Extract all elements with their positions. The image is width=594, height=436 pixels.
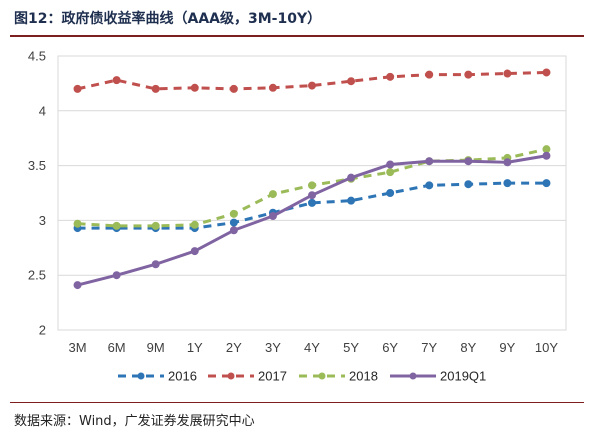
data-point bbox=[464, 180, 473, 189]
legend-marker bbox=[318, 372, 326, 380]
data-point bbox=[151, 260, 160, 269]
top-rule bbox=[10, 35, 584, 37]
legend-item: 2016 bbox=[118, 369, 197, 384]
data-point bbox=[542, 68, 551, 77]
bottom-rule bbox=[10, 402, 584, 403]
data-point bbox=[73, 84, 82, 93]
data-point bbox=[503, 69, 512, 78]
data-point bbox=[503, 158, 512, 167]
data-point bbox=[73, 219, 82, 228]
series-lines bbox=[73, 68, 551, 290]
x-tick-label: 5Y bbox=[343, 340, 359, 355]
x-tick-label: 9M bbox=[147, 340, 165, 355]
data-point bbox=[386, 189, 395, 197]
data-point bbox=[229, 84, 238, 93]
data-point bbox=[308, 181, 316, 190]
x-tick-label: 3M bbox=[69, 340, 87, 355]
y-tick-label: 2.5 bbox=[28, 268, 46, 283]
data-point bbox=[425, 181, 434, 190]
x-tick-label: 10Y bbox=[535, 340, 558, 355]
legend-item: 2019Q1 bbox=[390, 369, 486, 384]
data-point bbox=[542, 151, 551, 160]
data-point bbox=[268, 212, 277, 221]
data-point bbox=[503, 179, 512, 188]
legend-marker bbox=[409, 372, 417, 380]
y-tick-label: 3 bbox=[39, 213, 46, 228]
x-tick-label: 7Y bbox=[421, 340, 437, 355]
data-point bbox=[229, 226, 238, 235]
gridlines bbox=[58, 110, 566, 276]
series-2017 bbox=[73, 68, 551, 93]
data-point bbox=[386, 168, 395, 177]
data-point bbox=[112, 76, 121, 85]
data-point bbox=[229, 209, 238, 218]
data-point bbox=[229, 218, 238, 227]
y-tick-label: 4.5 bbox=[28, 49, 46, 64]
legend-marker bbox=[137, 372, 145, 380]
data-point bbox=[464, 157, 473, 166]
data-point bbox=[347, 77, 356, 86]
data-point bbox=[308, 198, 316, 207]
source-note: 数据来源：Wind，广发证券发展研究中心 bbox=[14, 414, 255, 429]
data-point bbox=[151, 84, 160, 93]
data-point bbox=[268, 83, 277, 92]
series-2019Q1 bbox=[73, 151, 551, 290]
data-point bbox=[190, 83, 199, 92]
legend-item: 2017 bbox=[208, 369, 287, 384]
data-point bbox=[112, 221, 121, 230]
x-tick-label: 6M bbox=[108, 340, 126, 355]
data-point bbox=[542, 145, 551, 154]
legend-label: 2016 bbox=[168, 369, 197, 384]
data-point bbox=[268, 190, 277, 199]
data-point bbox=[73, 281, 82, 290]
x-tick-label: 2Y bbox=[226, 340, 242, 355]
data-point bbox=[386, 72, 395, 81]
legend-label: 2019Q1 bbox=[440, 369, 486, 384]
legend-label: 2018 bbox=[349, 369, 378, 384]
y-tick-label: 4 bbox=[39, 103, 46, 118]
figure-title: 图12：政府债收益率曲线（AAA级，3M-10Y） bbox=[14, 11, 322, 27]
legend-marker bbox=[227, 372, 235, 380]
y-tick-label: 3.5 bbox=[28, 158, 46, 173]
data-point bbox=[425, 157, 434, 166]
y-tick-label: 2 bbox=[39, 323, 46, 338]
x-tick-label: 6Y bbox=[382, 340, 398, 355]
x-tick-label: 3Y bbox=[265, 340, 281, 355]
x-tick-label: 4Y bbox=[304, 340, 320, 355]
data-point bbox=[308, 81, 316, 90]
data-point bbox=[190, 247, 199, 256]
data-point bbox=[386, 160, 395, 169]
data-point bbox=[464, 70, 473, 79]
x-axis-tick-labels: 3M 6M 9M 1Y 2Y 3Y 4Y 5Y 6Y 7Y 8Y 9Y 10Y bbox=[69, 340, 559, 355]
data-point bbox=[425, 70, 434, 79]
x-tick-label: 1Y bbox=[187, 340, 203, 355]
data-point bbox=[542, 179, 551, 188]
y-axis-tick-labels: 2 2.5 3 3.5 4 4.5 bbox=[28, 49, 46, 338]
data-point bbox=[151, 221, 160, 230]
data-point bbox=[308, 191, 316, 200]
data-point bbox=[347, 173, 356, 182]
data-point bbox=[347, 196, 356, 205]
legend-item: 2018 bbox=[299, 369, 378, 384]
legend-label: 2017 bbox=[258, 369, 287, 384]
data-point bbox=[112, 271, 121, 280]
x-tick-label: 8Y bbox=[460, 340, 476, 355]
legend: 2016 2017 2018 2019Q1 bbox=[118, 369, 486, 384]
data-point bbox=[190, 220, 199, 229]
x-tick-label: 9Y bbox=[499, 340, 515, 355]
